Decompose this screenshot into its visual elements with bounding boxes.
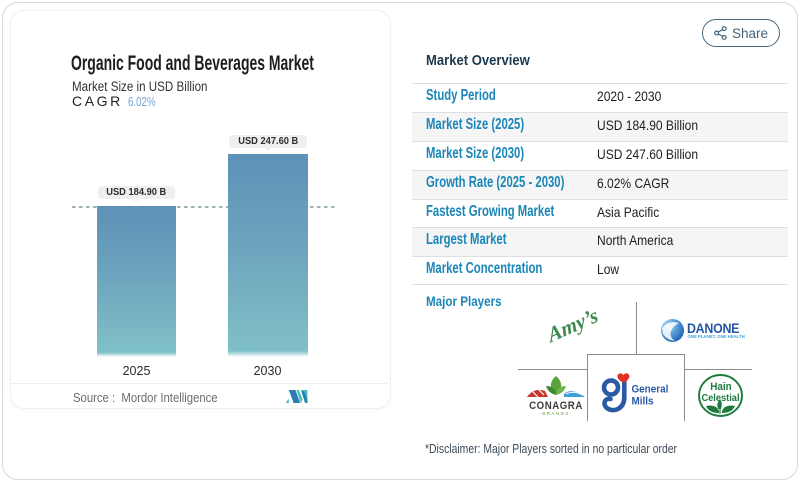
svg-text:·BRANDS·: ·BRANDS· xyxy=(539,411,572,416)
svg-text:General: General xyxy=(632,384,669,396)
svg-text:CONAGRA: CONAGRA xyxy=(529,401,583,413)
svg-text:ONE PLANET. ONE HEALTH: ONE PLANET. ONE HEALTH xyxy=(688,334,745,339)
svg-text:Celestial: Celestial xyxy=(701,393,739,405)
svg-text:Mills: Mills xyxy=(632,396,654,408)
svg-text:DANONE: DANONE xyxy=(687,321,740,337)
svg-text:Hain: Hain xyxy=(710,382,731,394)
